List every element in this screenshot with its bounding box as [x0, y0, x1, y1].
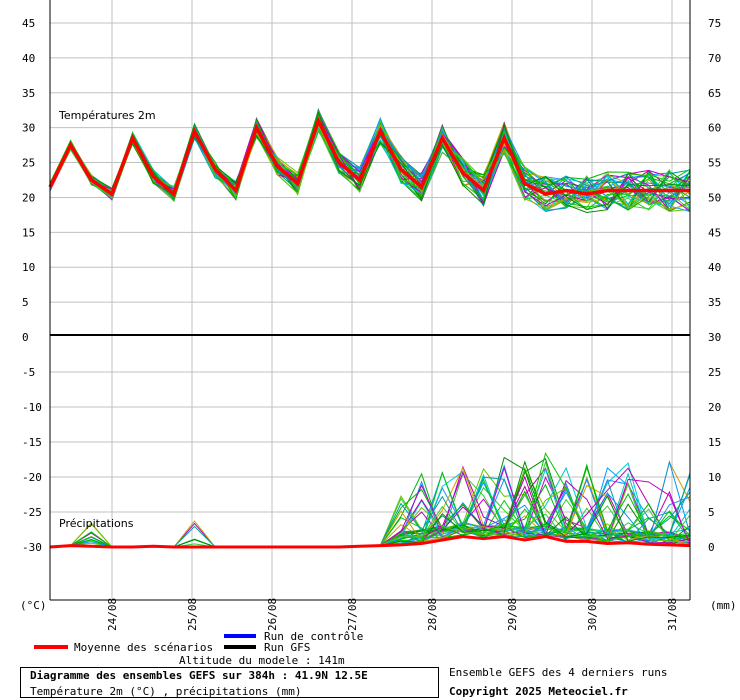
temp-right-tick: 65 — [708, 87, 721, 100]
prec-left-tick: -10 — [22, 401, 42, 414]
legend-mean-label: Moyenne des scénarios — [74, 641, 214, 654]
temp-right-tick: 30 — [708, 331, 721, 344]
temp-member-line — [49, 112, 691, 207]
prec-right-tick: 15 — [708, 436, 721, 449]
prec-right-tick: 25 — [708, 366, 721, 379]
chart-frame — [49, 0, 691, 601]
prec-right-tick: 10 — [708, 471, 721, 484]
ensemble-members — [49, 107, 691, 548]
temp-member-line — [49, 111, 691, 211]
temp-right-tick: 70 — [708, 52, 721, 65]
prec-member-line — [49, 503, 691, 548]
prec-left-tick: -5 — [22, 366, 35, 379]
legend-control-swatch — [224, 634, 256, 638]
x-tick-label: 31/08 — [666, 598, 679, 631]
prec-left-tick: -20 — [22, 471, 42, 484]
prec-left-tick: -15 — [22, 436, 42, 449]
x-tick-label: 26/08 — [266, 598, 279, 631]
temp-right-tick: 45 — [708, 226, 721, 239]
temp-left-tick: 35 — [22, 87, 35, 100]
temp-right-tick: 75 — [708, 17, 721, 30]
legend-control-label: Run de contrôle — [264, 630, 364, 643]
prec-left-tick: -30 — [22, 541, 42, 554]
legend-gfs-swatch — [224, 645, 256, 649]
celsius-unit-label: (°C) — [20, 599, 47, 612]
x-tick-label: 29/08 — [506, 598, 519, 631]
temp-left-tick: 25 — [22, 157, 35, 170]
prec-right-tick: 0 — [708, 541, 715, 554]
temp-right-tick: 35 — [708, 296, 721, 309]
temp-mean-line — [48, 116, 690, 198]
copyright: Copyright 2025 Meteociel.fr — [449, 685, 628, 698]
x-tick-label: 30/08 — [586, 598, 599, 631]
temp-left-tick: 40 — [22, 52, 35, 65]
temp-right-tick: 40 — [708, 261, 721, 274]
temp-left-tick: 30 — [22, 122, 35, 135]
x-tick-label: 27/08 — [346, 598, 359, 631]
temp-right-tick: 50 — [708, 191, 721, 204]
x-tick-label: 28/08 — [426, 598, 439, 631]
temp-left-tick: 15 — [22, 226, 35, 239]
temp-left-tick: 20 — [22, 191, 35, 204]
temperature-panel-title: Températures 2m — [58, 109, 156, 122]
prec-mean-line — [49, 534, 691, 549]
temp-left-tick: 5 — [22, 296, 29, 309]
precipitation-panel-title: Précipitations — [59, 517, 134, 530]
temp-left-tick: 45 — [22, 17, 35, 30]
prec-right-tick: 5 — [708, 506, 715, 519]
temp-right-tick: 60 — [708, 122, 721, 135]
temp-left-tick: 10 — [22, 261, 35, 274]
prec-right-tick: 20 — [708, 401, 721, 414]
temp-left-tick: 0 — [22, 331, 29, 344]
x-tick-label: 24/08 — [106, 598, 119, 631]
chart-grid — [50, 0, 690, 600]
temp-right-tick: 55 — [708, 157, 721, 170]
info-title: Diagramme des ensembles GEFS sur 384h : … — [30, 669, 368, 682]
legend-mean-swatch — [34, 645, 68, 649]
mm-unit-label: (mm) — [710, 599, 737, 612]
model-altitude: Altitude du modele : 141m — [179, 654, 345, 667]
legend-gfs-label: Run GFS — [264, 641, 311, 654]
prec-left-tick: -25 — [22, 506, 42, 519]
info-subtitle: Température 2m (°C) , précipitations (mm… — [30, 685, 302, 698]
info-box: Diagramme des ensembles GEFS sur 384h : … — [20, 667, 439, 698]
ensemble-note: Ensemble GEFS des 4 derniers runs — [449, 666, 668, 679]
mean-series — [48, 116, 691, 549]
x-tick-label: 25/08 — [186, 598, 199, 631]
